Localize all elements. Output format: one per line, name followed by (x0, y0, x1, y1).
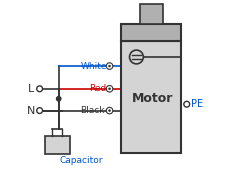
Bar (45, 136, 69, 154)
Text: Black: Black (80, 106, 105, 115)
Circle shape (106, 107, 112, 114)
Circle shape (183, 101, 189, 107)
Bar (139, 4, 162, 24)
Text: PE: PE (190, 99, 202, 109)
Text: White: White (80, 61, 106, 71)
Circle shape (129, 50, 143, 64)
Text: N: N (27, 106, 35, 116)
Text: Red: Red (89, 84, 106, 93)
Circle shape (37, 86, 42, 92)
Circle shape (108, 110, 110, 111)
Circle shape (56, 97, 61, 101)
Circle shape (106, 85, 112, 92)
Text: Motor: Motor (131, 92, 172, 105)
Text: Capacitor: Capacitor (59, 156, 103, 165)
Circle shape (108, 65, 110, 67)
Circle shape (108, 88, 110, 90)
Bar (121, 41, 180, 153)
Circle shape (106, 63, 112, 69)
Text: L: L (28, 84, 34, 94)
Bar (121, 24, 180, 41)
Circle shape (37, 108, 42, 113)
